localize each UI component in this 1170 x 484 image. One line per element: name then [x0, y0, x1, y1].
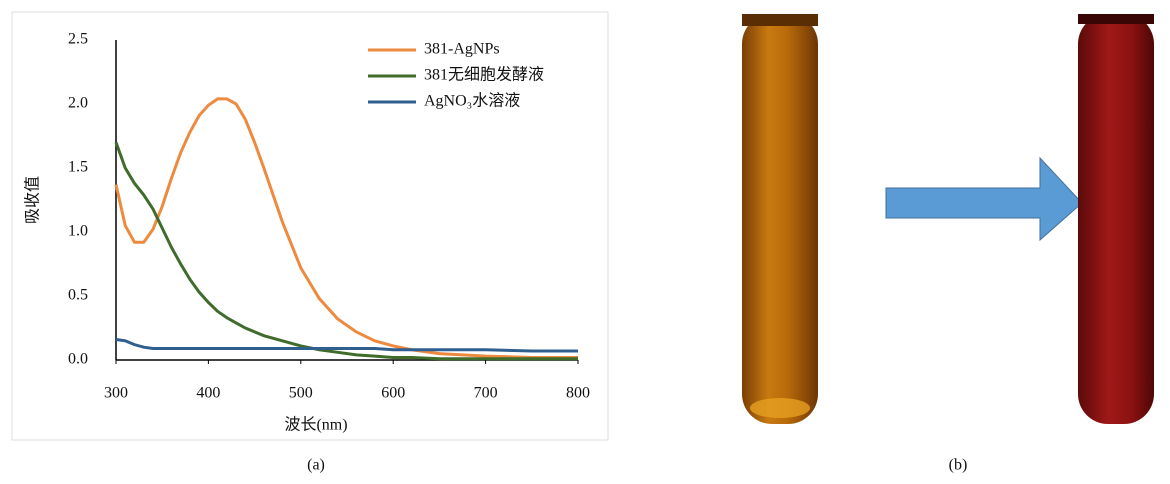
- x-tick-label: 600: [381, 385, 405, 402]
- tube-photo: [738, 12, 822, 430]
- series-line: [116, 99, 578, 358]
- y-tick-label: 1.0: [68, 223, 88, 240]
- legend-label: AgNO₃水溶液: [424, 92, 520, 110]
- x-tick-label: 500: [289, 385, 313, 402]
- x-tick-label: 700: [474, 385, 498, 402]
- x-tick-label: 300: [104, 385, 128, 402]
- x-axis-label: 波长(nm): [284, 416, 347, 434]
- legend-label: 381无细胞发酵液: [424, 66, 544, 84]
- y-tick-label: 0.5: [68, 287, 88, 304]
- x-tick-label: 400: [196, 385, 220, 402]
- caption: (b): [949, 457, 968, 474]
- arrow: [886, 158, 1082, 240]
- legend-label: 381-AgNPs: [424, 41, 500, 58]
- y-tick-label: 0.0: [68, 351, 88, 368]
- y-tick-label: 2.0: [68, 95, 88, 112]
- x-tick-label: 800: [566, 385, 590, 402]
- series-line: [116, 340, 578, 352]
- y-axis-label: 吸收值: [24, 176, 42, 224]
- y-tick-label: 1.5: [68, 159, 88, 176]
- y-tick-label: 2.5: [68, 31, 88, 48]
- figure: 波长(nm) 吸收值 (a) (b) 0.0 0.5 1.0 1.5 2.0 2.5 300…: [0, 0, 1170, 479]
- tube-photo: [1078, 14, 1154, 424]
- caption: (a): [307, 457, 325, 474]
